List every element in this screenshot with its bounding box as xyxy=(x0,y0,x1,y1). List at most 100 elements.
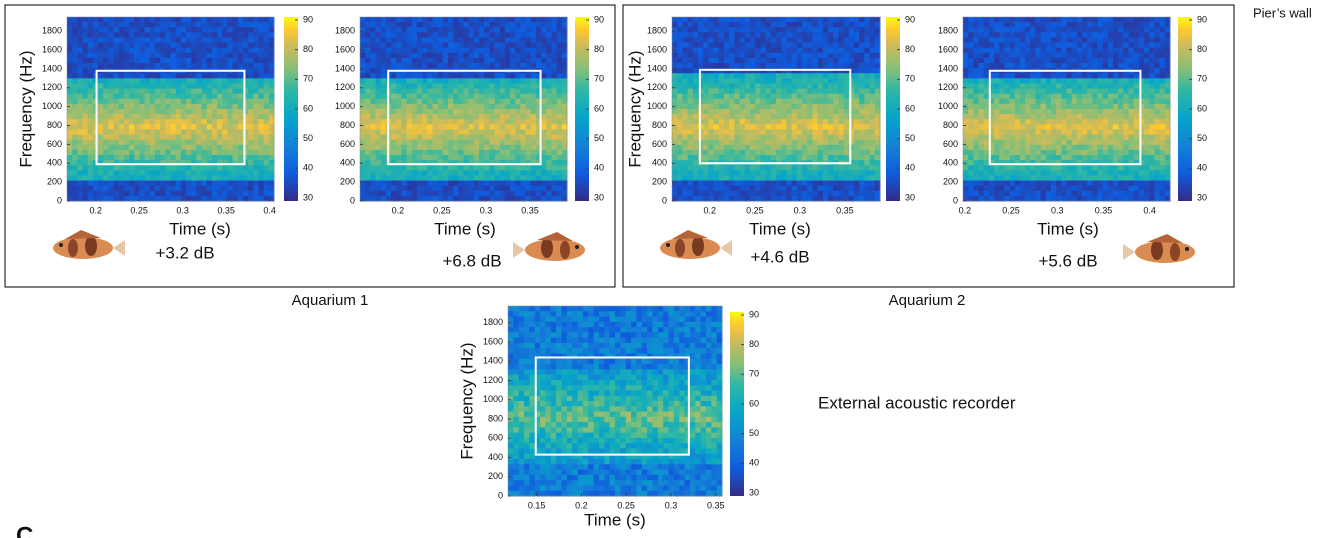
spectrogram-cell xyxy=(838,175,845,182)
spectrogram-cell xyxy=(859,129,865,136)
spectrogram-cell xyxy=(802,57,808,64)
spectrogram-cell xyxy=(489,17,496,23)
spectrogram-cell xyxy=(406,47,413,54)
spectrogram-cell xyxy=(703,98,709,105)
spectrogram-cell xyxy=(828,68,834,74)
spectrogram-cell xyxy=(442,27,449,33)
spectrogram-cell xyxy=(222,165,228,171)
spectrogram-cell xyxy=(165,119,171,125)
spectrogram-cell xyxy=(211,195,218,202)
spectrogram-cell xyxy=(978,68,985,74)
spectrogram-cell xyxy=(515,149,521,156)
spectrogram-cell xyxy=(677,88,683,95)
spectrogram-cell xyxy=(237,57,244,64)
spectrogram-cell xyxy=(108,170,115,176)
spectrogram-cell xyxy=(129,124,135,130)
spectrogram-cell xyxy=(375,139,382,146)
spectrogram-cell xyxy=(551,109,558,115)
spectrogram-cell xyxy=(1092,22,1099,28)
spectrogram-cell xyxy=(67,17,73,23)
spectrogram-cell xyxy=(129,103,135,110)
spectrogram-cell xyxy=(556,129,563,136)
spectrogram-cell xyxy=(770,185,777,192)
spectrogram-cell xyxy=(525,180,532,187)
spectrogram-cell xyxy=(1045,37,1052,44)
spectrogram-cell xyxy=(222,42,228,49)
spectrogram-cell xyxy=(447,37,454,44)
spectrogram-cell xyxy=(692,57,699,64)
spectrogram-cell xyxy=(391,180,397,187)
spectrogram-cell xyxy=(515,119,521,125)
spectrogram-cell xyxy=(217,170,223,176)
spectrogram-cell xyxy=(854,32,860,38)
spectrogram-cell xyxy=(144,149,151,156)
spectrogram-cell xyxy=(149,73,156,79)
spectrogram-cell xyxy=(422,175,428,182)
spectrogram-cell xyxy=(765,124,772,130)
spectrogram-cell xyxy=(258,57,265,64)
spectrogram-cell xyxy=(134,175,140,182)
spectrogram-cell xyxy=(432,103,439,110)
spectrogram-cell xyxy=(781,37,787,44)
spectrogram-cell xyxy=(103,170,109,176)
spectrogram-cell xyxy=(98,63,104,69)
spectrogram-cell xyxy=(833,139,839,146)
spectrogram-cell xyxy=(375,175,382,182)
spectrogram-cell xyxy=(776,109,782,115)
spectrogram-cell xyxy=(422,42,428,49)
spectrogram-cell xyxy=(812,139,819,146)
spectrogram-cell xyxy=(1154,68,1161,74)
spectrogram-cell xyxy=(822,52,829,59)
spectrogram-cell xyxy=(201,63,208,69)
spectrogram-cell xyxy=(744,17,751,23)
spectrogram-cell xyxy=(1009,52,1016,59)
spectrogram-cell xyxy=(458,73,464,79)
spectrogram-cell xyxy=(211,37,218,44)
spectrogram-cell xyxy=(375,103,382,110)
spectrogram-cell xyxy=(360,42,366,49)
spectrogram-cell xyxy=(718,93,725,100)
spectrogram-cell xyxy=(72,52,78,59)
spectrogram-cell xyxy=(535,175,542,182)
spectrogram-cell xyxy=(499,190,506,197)
x-tick-label: 0.2 xyxy=(89,205,102,215)
spectrogram-cell xyxy=(687,27,694,33)
spectrogram-cell xyxy=(1056,63,1062,69)
spectrogram-cell xyxy=(765,139,772,146)
spectrogram-cell xyxy=(196,83,203,90)
spectrogram-cell xyxy=(196,98,203,105)
spectrogram-cell xyxy=(248,32,254,38)
spectrogram-cell xyxy=(739,114,746,120)
spectrogram-cell xyxy=(744,109,751,115)
spectrogram-cell xyxy=(160,57,166,64)
spectrogram-cell xyxy=(375,22,382,28)
spectrogram-cell xyxy=(360,170,366,176)
spectrogram-cell xyxy=(242,175,249,182)
spectrogram-cell xyxy=(739,185,746,192)
spectrogram-cell xyxy=(144,165,151,171)
spectrogram-cell xyxy=(149,88,156,95)
spectrogram-cell xyxy=(541,27,547,33)
spectrogram-cell xyxy=(92,32,99,38)
spectrogram-cell xyxy=(541,103,547,110)
spectrogram-cell xyxy=(1149,68,1155,74)
spectrogram-cell xyxy=(165,47,171,54)
spectrogram-cell xyxy=(87,27,94,33)
spectrogram-cell xyxy=(489,114,496,120)
spectrogram-cell xyxy=(750,52,756,59)
spectrogram-cell xyxy=(139,83,146,90)
spectrogram-cell xyxy=(734,37,741,44)
spectrogram-cell xyxy=(442,98,449,105)
spectrogram-cell xyxy=(253,63,259,69)
spectrogram-cell xyxy=(770,63,777,69)
spectrogram-cell xyxy=(123,160,130,166)
spectrogram-cell xyxy=(1082,57,1088,64)
spectrogram-cell xyxy=(713,68,720,74)
spectrogram-cell xyxy=(206,47,213,54)
spectrogram-cell xyxy=(854,149,860,156)
spectrogram-cell xyxy=(154,190,161,197)
spectrogram-cell xyxy=(411,73,418,79)
spectrogram-cell xyxy=(1087,22,1093,28)
spectrogram-cell xyxy=(983,37,990,44)
